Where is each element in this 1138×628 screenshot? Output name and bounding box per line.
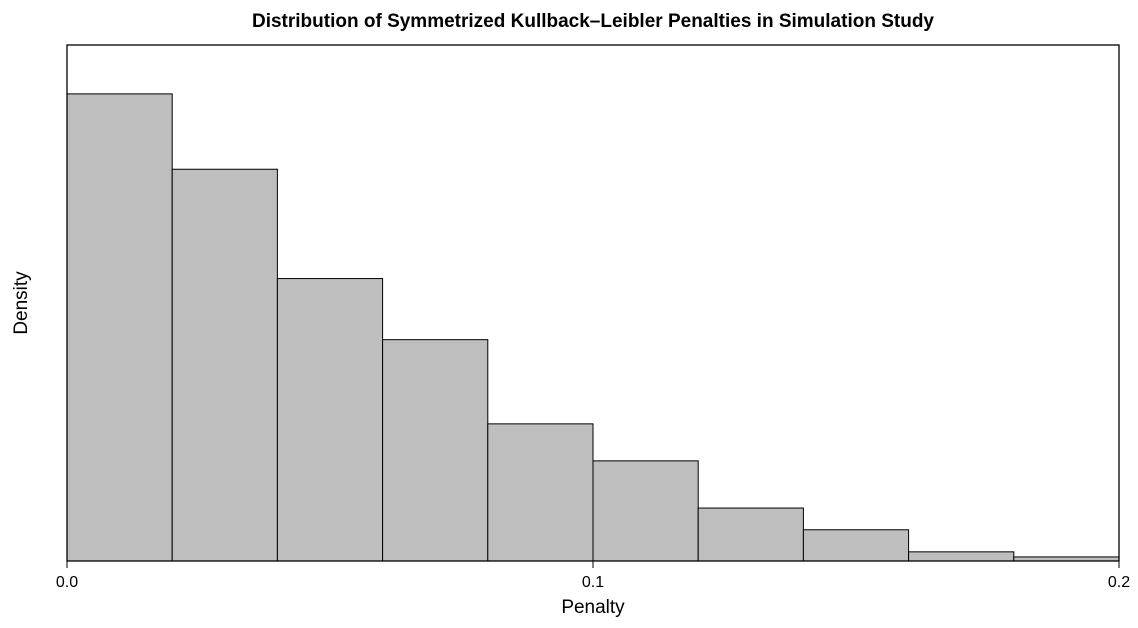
- bar: [487, 423, 594, 562]
- x-tick-label: 0.1: [582, 574, 604, 591]
- bar: [802, 529, 910, 562]
- y-axis-label: Density: [11, 271, 32, 335]
- x-tick-label: 0.0: [56, 574, 78, 591]
- bar: [171, 168, 278, 562]
- bar: [592, 460, 699, 562]
- bar: [908, 551, 1015, 562]
- bar: [382, 339, 489, 562]
- bar: [276, 278, 384, 562]
- bar: [697, 507, 804, 562]
- x-axis-label: Penalty: [561, 597, 625, 618]
- x-tick-label: 0.2: [1108, 574, 1130, 591]
- bar: [66, 93, 173, 562]
- chart-title: Distribution of Symmetrized Kullback–Lei…: [252, 11, 934, 32]
